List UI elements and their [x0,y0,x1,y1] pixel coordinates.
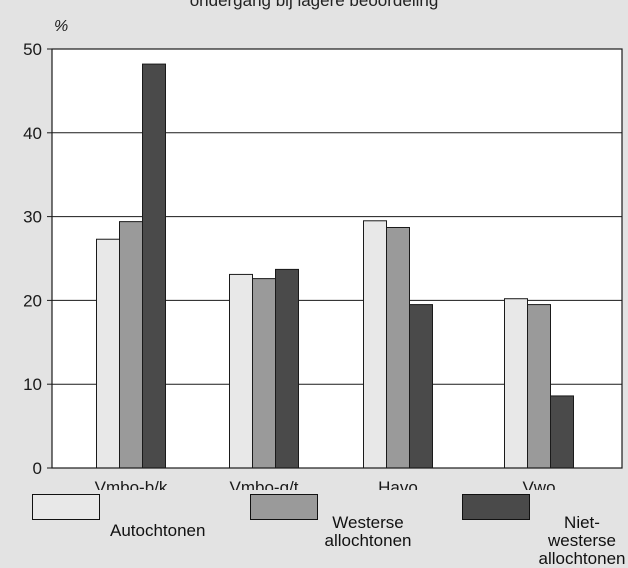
x-tick-label-havo: Havo [378,478,418,490]
legend-label-autochtonen: Autochtonen [110,521,206,540]
x-tick-label-vwo: Vwo [522,478,555,490]
chart-title-partial: ondergang bij lagere beoordeling [189,0,439,10]
bar-havo-autochtonen [363,220,387,469]
bar-vmbo-b-k-niet-westerse-allochtonen [142,63,166,469]
bar-vmbo-g-t-niet-westerse-allochtonen [275,268,299,469]
bar-vwo-niet-westerse-allochtonen [550,395,574,469]
legend-swatch-autochtonen [32,494,100,520]
bar-havo-westerse-allochtonen [386,226,410,469]
bar-chart: 0 10 20 30 40 50 Vmbo-b/k Vmbo-g/t Havo Vwo % [23,18,623,490]
x-axis-labels: Vmbo-b/k Vmbo-g/t Havo Vwo [95,478,556,490]
plot-frame [51,48,623,469]
legend-swatch-niet-westerse [462,494,530,520]
legend-label-westerse: Westerse allochtonen [324,513,412,550]
y-tick-label-50: 50 [23,40,42,59]
bar-vmbo-b-k-autochtonen [96,238,120,469]
x-tick-label-vmbo-b-k: Vmbo-b/k [95,478,168,490]
bar-vwo-westerse-allochtonen [527,304,551,469]
legend-label-niet-westerse: Niet-westerse allochtonen [538,513,626,568]
legend-swatch-westerse [250,494,318,520]
x-tick-label-vmbo-g-t: Vmbo-g/t [230,478,299,490]
bar-vwo-autochtonen [504,298,528,469]
y-axis-label: % [54,18,68,35]
bar-vmbo-g-t-autochtonen [229,273,253,469]
y-axis-ticks: 0 10 20 30 40 50 [23,40,52,478]
bars [96,63,574,469]
bar-havo-niet-westerse-allochtonen [409,304,433,469]
y-tick-label-30: 30 [23,208,42,227]
y-tick-label-0: 0 [33,459,42,478]
bar-vmbo-b-k-westerse-allochtonen [119,221,143,469]
y-tick-label-40: 40 [23,124,42,143]
bar-vmbo-g-t-westerse-allochtonen [252,278,276,469]
y-tick-label-20: 20 [23,291,42,310]
y-tick-label-10: 10 [23,375,42,394]
